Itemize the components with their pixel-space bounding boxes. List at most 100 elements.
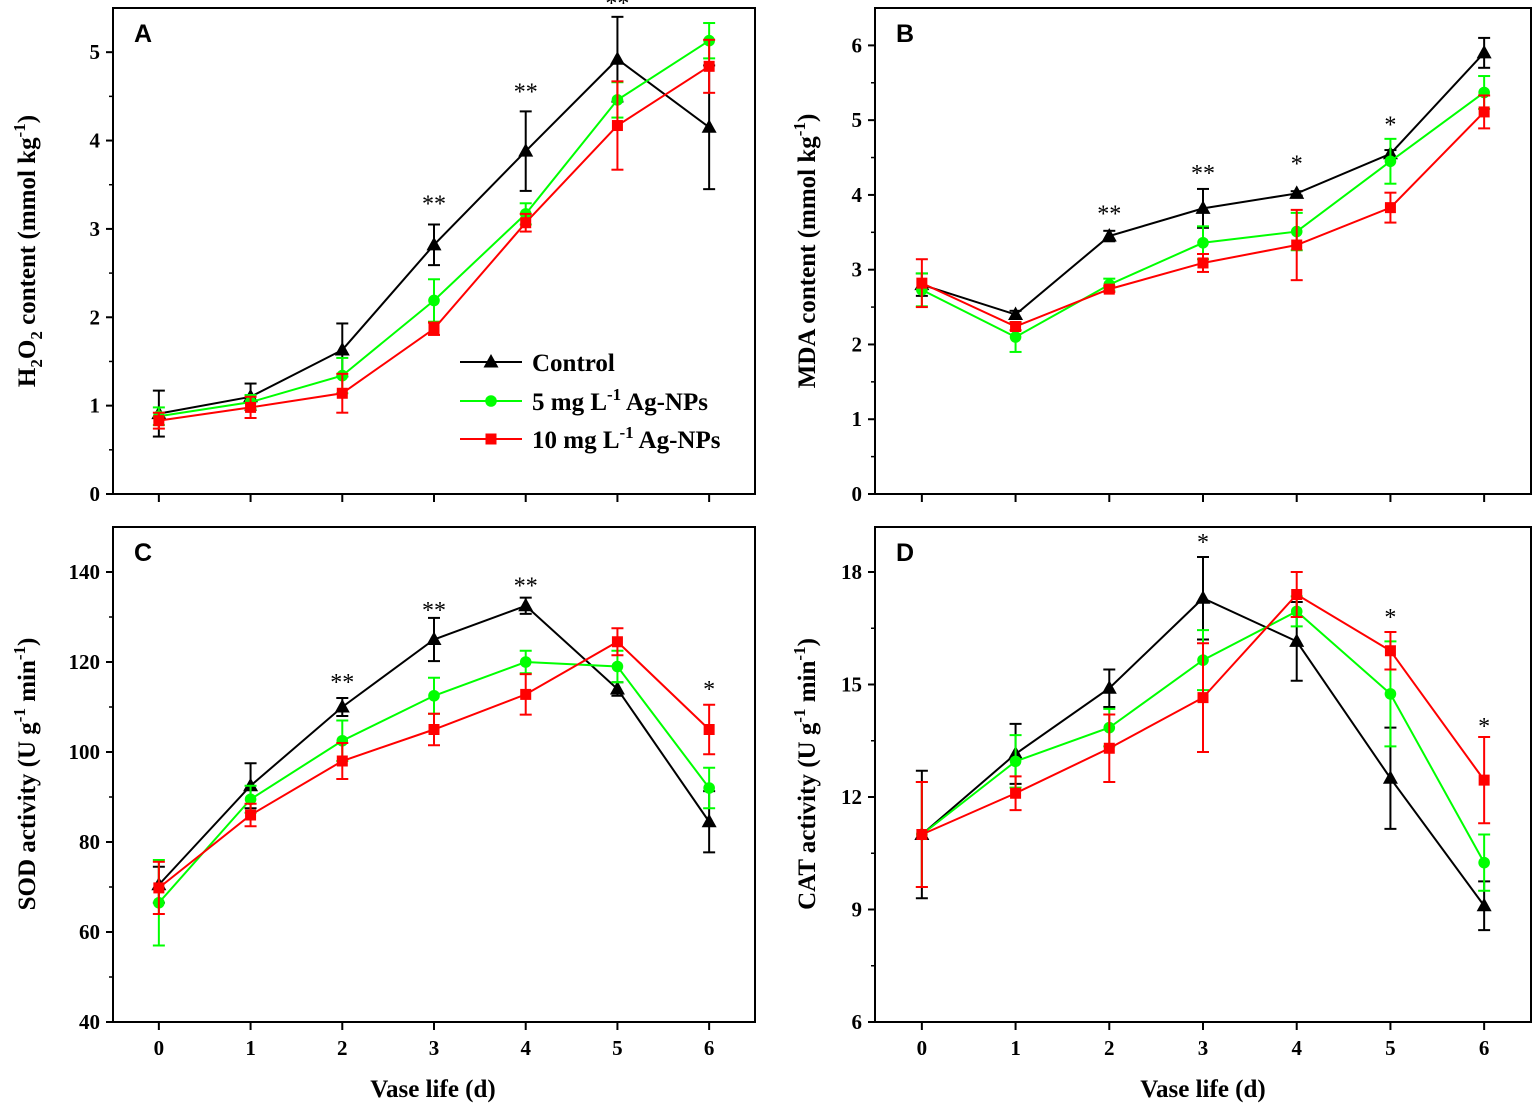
panel-label: C [134, 539, 152, 567]
y-axis-title-part: 2 [27, 359, 46, 368]
data-point [1010, 321, 1022, 333]
data-point [1289, 633, 1305, 647]
y-axis-title: SOD activity (U g-1 min-1) [10, 638, 41, 911]
data-point [1103, 742, 1115, 754]
significance-mark: ** [514, 573, 538, 599]
y-axis-title-part: SOD activity (U g [14, 722, 41, 911]
data-point [701, 813, 717, 828]
data-point [336, 387, 348, 399]
legend-label: Control [532, 350, 615, 377]
data-point [518, 143, 534, 157]
legend-label-part: Control [532, 350, 615, 377]
x-tick-label: 4 [1291, 1036, 1302, 1060]
data-point [1289, 185, 1305, 199]
x-tick-label: 5 [612, 1036, 623, 1060]
y-axis-title-part: O [14, 340, 41, 359]
data-point [244, 793, 257, 806]
data-point [611, 660, 624, 673]
y-axis-title-part: -1 [10, 646, 29, 660]
data-point [334, 341, 350, 356]
data-point [245, 809, 257, 821]
data-point [426, 236, 442, 251]
data-point [1476, 44, 1492, 59]
data-point [703, 60, 715, 72]
legend-label-part: Ag-NPs [621, 389, 708, 416]
y-axis-title-part: min [14, 660, 41, 708]
data-point [1197, 692, 1209, 704]
data-point [153, 415, 165, 427]
data-point [426, 631, 442, 645]
data-point [428, 323, 440, 335]
y-axis-title-part: -1 [790, 646, 809, 660]
legend-label-part: 10 mg L [532, 427, 620, 454]
significance-mark: ** [1191, 161, 1215, 187]
data-point [519, 656, 532, 668]
legend-label-part: 5 mg L [532, 389, 607, 416]
y-tick-label: 5 [852, 108, 863, 132]
data-point [1384, 645, 1396, 657]
x-tick-label: 3 [429, 1036, 440, 1060]
y-tick-label: 5 [90, 40, 101, 64]
x-tick-label: 0 [917, 1036, 928, 1060]
x-tick-label: 0 [154, 1036, 165, 1060]
data-point [1382, 770, 1398, 784]
data-point [1478, 106, 1490, 118]
legend-label-sup: -1 [607, 385, 621, 404]
series-control [151, 15, 717, 438]
series-control [151, 596, 717, 904]
y-axis-title-part: H [14, 367, 41, 387]
data-point [701, 119, 717, 133]
x-axis-title-right: Vase life (d) [1140, 1076, 1265, 1103]
y-axis-title: CAT activity (U g-1 min-1) [790, 638, 821, 910]
data-point [611, 120, 623, 132]
data-point [611, 636, 623, 648]
y-tick-label: 12 [841, 785, 862, 809]
y-axis-title-part: content (mmol kg [14, 137, 41, 331]
y-tick-label: 80 [79, 830, 100, 854]
panel-label: B [896, 20, 914, 48]
panel-label: A [134, 20, 152, 48]
series-5-mg-l-1-ag-nps [152, 649, 716, 947]
data-point [1384, 155, 1397, 168]
y-axis-title-part: ) [14, 115, 41, 123]
y-tick-label: 2 [90, 305, 101, 329]
series-10-mg-l-1-ag-nps [915, 571, 1491, 888]
y-axis-title: H2O2 content (mmol kg-1) [10, 115, 46, 387]
y-tick-label: 4 [852, 183, 863, 207]
data-point [1009, 331, 1022, 343]
y-axis-title-part: ) [14, 638, 41, 646]
significance-mark: ** [330, 670, 354, 696]
y-tick-label: 1 [852, 407, 863, 431]
x-tick-label: 2 [337, 1036, 348, 1060]
data-point [428, 724, 440, 735]
data-point [1291, 239, 1303, 251]
significance-mark: * [1478, 714, 1490, 740]
data-point [916, 829, 928, 840]
data-point [153, 882, 165, 894]
y-tick-label: 2 [852, 332, 863, 356]
significance-mark: * [703, 677, 715, 703]
series-10-mg-l-1-ag-nps [915, 94, 1491, 333]
data-point [1197, 257, 1209, 269]
y-tick-label: 140 [69, 560, 101, 584]
data-point [1103, 283, 1115, 295]
legend-label-sup: -1 [620, 423, 634, 442]
data-point [520, 217, 532, 229]
y-tick-label: 15 [841, 673, 862, 697]
significance-mark: ** [605, 0, 629, 17]
data-point [245, 401, 257, 413]
data-point [518, 597, 534, 612]
y-axis-title-part: ) [794, 114, 821, 122]
data-point [1195, 590, 1211, 604]
data-point [336, 755, 348, 767]
data-point [520, 688, 532, 700]
x-axis-title-left: Vase life (d) [370, 1076, 495, 1103]
data-point [428, 294, 440, 307]
data-point [1478, 856, 1490, 869]
data-point [703, 724, 715, 735]
y-tick-label: 100 [69, 740, 101, 764]
